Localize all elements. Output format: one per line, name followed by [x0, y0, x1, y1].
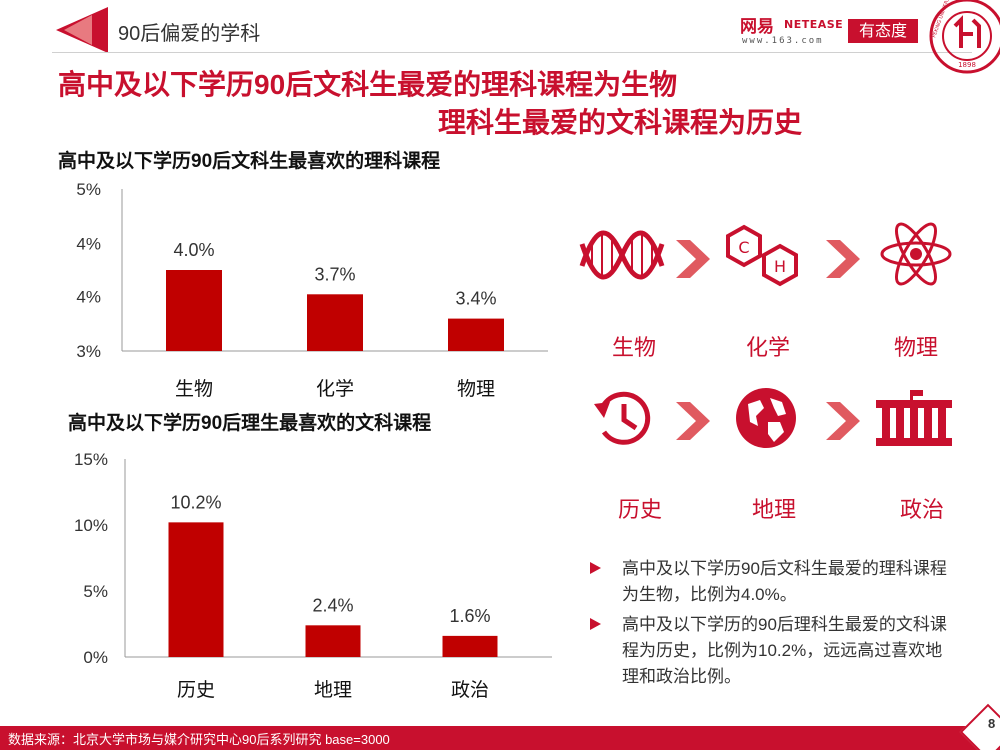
history-clock-icon [594, 391, 651, 445]
svg-text:H: H [774, 257, 786, 276]
svg-text:1898: 1898 [958, 61, 976, 69]
bar [305, 625, 361, 657]
youtai-logo: 有态度 [848, 19, 918, 43]
bar [307, 294, 363, 351]
bullet-triangle-icon [590, 618, 601, 630]
chevron-right-icon [826, 402, 860, 440]
data-label: 1.6% [449, 606, 490, 626]
data-label: 2.4% [312, 595, 353, 615]
category-label: 政治 [451, 679, 489, 701]
chart1-title: 高中及以下学历90后文科生最喜欢的理科课程 [58, 151, 441, 172]
y-tick-label: 4% [76, 288, 101, 307]
chart2-title: 高中及以下学历90后理生最喜欢的文科课程 [68, 413, 432, 434]
data-label: 3.4% [455, 289, 496, 309]
bar [166, 270, 222, 351]
summary-bullets: 高中及以下学历90后文科生最爱的理科课程为生物，比例为4.0%。 高中及以下学历… [588, 556, 958, 694]
atom-icon [880, 222, 952, 286]
category-label: 化学 [316, 378, 354, 400]
category-label: 生物 [175, 378, 213, 400]
bullet-item: 高中及以下学历90后文科生最爱的理科课程为生物，比例为4.0%。 [588, 556, 958, 608]
headline-line-2: 理科生最爱的文科课程为历史 [437, 107, 802, 138]
page-number: 8 [988, 716, 996, 731]
dna-icon [579, 230, 665, 280]
data-label: 4.0% [173, 240, 214, 260]
y-tick-label: 10% [74, 516, 108, 535]
chevron-right-icon [676, 402, 710, 440]
header-arrow-icon [56, 7, 108, 53]
category-label: 地理 [314, 679, 352, 701]
data-label: 3.7% [314, 264, 355, 284]
y-tick-label: 4% [76, 234, 101, 253]
label-history: 历史 [617, 498, 662, 523]
netease-logo: 网易 NETEASE www.163.com [740, 17, 844, 46]
label-biology: 生物 [611, 336, 656, 361]
bar [168, 522, 224, 657]
y-tick-label: 5% [83, 582, 108, 601]
chevron-right-icon [826, 240, 860, 278]
bar [448, 318, 504, 351]
label-physics: 物理 [893, 336, 938, 361]
headline-line-1: 高中及以下学历90后文科生最爱的理科课程为生物 [58, 69, 678, 100]
label-politics: 政治 [899, 498, 944, 523]
chevron-right-icon [676, 240, 710, 278]
y-tick-label: 15% [74, 450, 108, 469]
bullet-item: 高中及以下学历的90后理科生最爱的文科课程为历史，比例为10.2%，远远高过喜欢… [588, 612, 958, 690]
globe-icon [736, 388, 796, 448]
peking-university-seal-icon: 1898 PEKING UNIVERSITY [929, 0, 1000, 74]
y-tick-label: 5% [76, 180, 101, 199]
footer-source: 数据来源：北京大学市场与媒介研究中心90后系列研究 base=3000 [8, 732, 390, 747]
category-label: 历史 [177, 679, 215, 701]
bullet-triangle-icon [590, 562, 601, 574]
chemistry-icon: C H [726, 224, 798, 287]
y-tick-label: 3% [76, 342, 101, 361]
government-building-icon [876, 390, 952, 446]
category-label: 物理 [457, 378, 495, 400]
svg-text:C: C [738, 238, 749, 257]
section-title: 90后偏爱的学科 [118, 23, 261, 45]
header-divider [52, 52, 972, 53]
data-label: 10.2% [170, 492, 221, 512]
footer-bar: 数据来源：北京大学市场与媒介研究中心90后系列研究 base=3000 [0, 726, 1000, 750]
label-chemistry: 化学 [745, 336, 790, 361]
y-tick-label: 0% [83, 648, 108, 667]
label-geography: 地理 [751, 498, 796, 523]
bar [442, 635, 498, 657]
